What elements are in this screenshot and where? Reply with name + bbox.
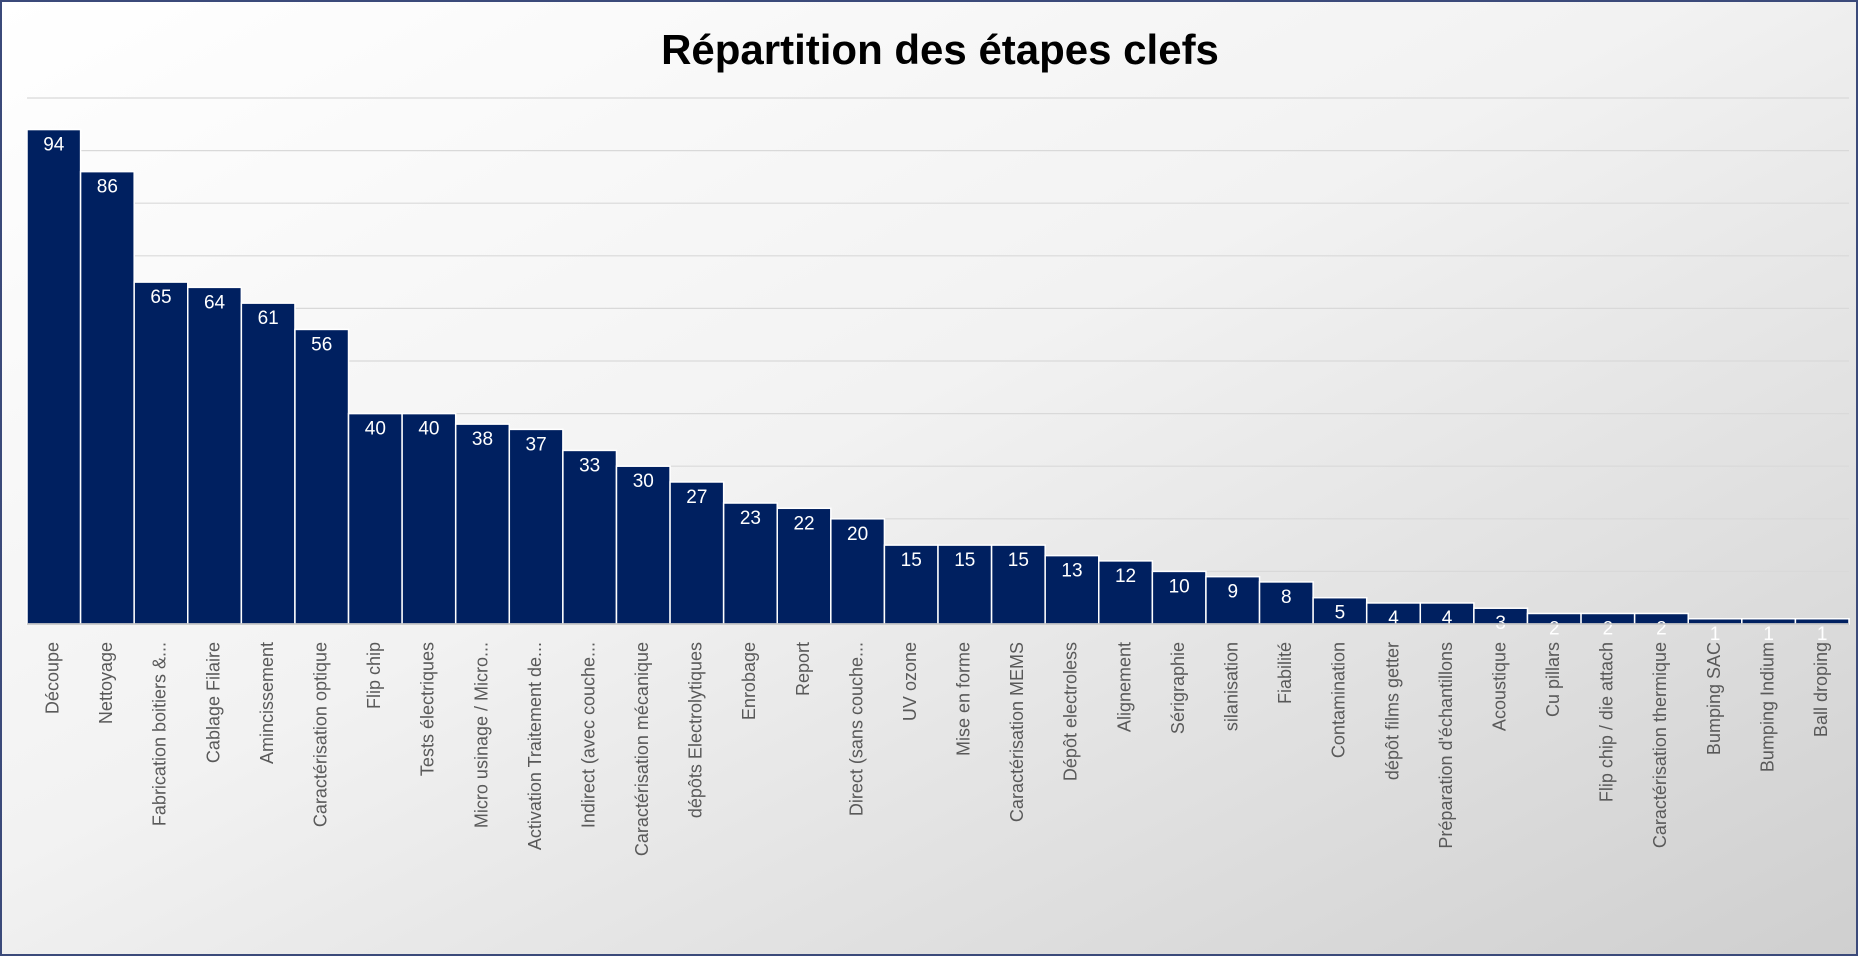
x-tick-label: Fiabilité	[1275, 642, 1295, 704]
x-tick-label: Découpe	[43, 642, 63, 714]
x-tick-label: UV ozone	[900, 642, 920, 721]
data-label: 20	[847, 524, 868, 545]
x-tick-label: Caractérisation mécanique	[632, 642, 652, 856]
bar	[883, 544, 939, 625]
x-tick-label: Micro usinage / Micro...	[471, 642, 491, 828]
x-tick-label: Flip chip	[364, 642, 384, 709]
x-tick-label: Activation Traitement de...	[525, 642, 545, 850]
x-tick-label: Caractérisation MEMS	[1007, 642, 1027, 822]
x-tick-label: Préparation d'échantillons	[1436, 642, 1456, 849]
data-label: 86	[97, 177, 118, 198]
data-label: 23	[740, 508, 761, 529]
x-tick-label: silanisation	[1221, 642, 1241, 731]
data-label: 94	[43, 135, 65, 156]
data-label: 30	[633, 471, 654, 492]
bar	[1312, 596, 1368, 625]
x-tick-label: Acoustique	[1489, 642, 1509, 731]
data-label: 9	[1227, 582, 1238, 603]
data-label: 27	[686, 487, 707, 508]
data-label: 8	[1281, 587, 1292, 608]
data-label: 10	[1169, 576, 1190, 597]
data-label: 22	[793, 513, 814, 534]
data-label: 33	[579, 455, 600, 476]
data-label: 15	[954, 550, 975, 571]
data-label: 4	[1388, 608, 1399, 629]
bar	[615, 465, 671, 625]
data-label: 37	[526, 434, 547, 455]
x-tick-label: Direct (sans couche...	[846, 642, 866, 816]
x-tick-label: Flip chip / die attach	[1597, 642, 1617, 802]
bar	[562, 449, 618, 625]
data-label: 2	[1603, 618, 1614, 639]
x-tick-label: Amincissement	[257, 642, 277, 764]
data-label: 12	[1115, 566, 1136, 587]
bar	[454, 423, 511, 625]
bar	[830, 518, 886, 625]
x-tick-label: Cablage Filaire	[203, 642, 223, 763]
data-label: 64	[204, 292, 226, 313]
data-label: 1	[1763, 624, 1774, 645]
data-label: 1	[1710, 624, 1721, 645]
x-tick-label: Alignement	[1114, 642, 1134, 732]
x-tick-label: Tests électriques	[418, 642, 438, 776]
x-tick-label: Report	[793, 642, 813, 696]
data-label: 56	[311, 334, 332, 355]
x-tick-label: Sérigraphie	[1168, 642, 1188, 734]
bar	[79, 170, 135, 625]
data-label: 15	[901, 550, 922, 571]
data-label: 40	[365, 419, 386, 440]
data-label: 40	[418, 419, 439, 440]
x-tick-label: dépôt films getter	[1382, 642, 1402, 780]
data-label: 1	[1817, 624, 1828, 645]
x-tick-label: Bumping SAC	[1704, 642, 1724, 755]
bar	[776, 507, 832, 625]
bar	[722, 502, 778, 625]
bar	[187, 286, 243, 625]
bar	[133, 281, 189, 625]
data-label: 4	[1442, 608, 1453, 629]
x-tick-label: Caractérisation thermique	[1650, 642, 1670, 848]
x-tick-label: Dépôt electroless	[1061, 642, 1081, 781]
bar	[347, 412, 403, 625]
data-label: 61	[258, 308, 279, 329]
x-tick-label: Caractérisation optique	[310, 642, 330, 827]
bar	[508, 428, 564, 625]
data-label: 5	[1335, 603, 1346, 624]
bar	[1258, 581, 1314, 625]
x-tick-label: Contamination	[1329, 642, 1349, 758]
x-tick-label: Bumping Indium	[1757, 642, 1777, 772]
data-label: 13	[1061, 561, 1082, 582]
x-tick-label: Ball droping	[1811, 642, 1831, 737]
data-label: 38	[472, 429, 493, 450]
bar	[240, 302, 296, 625]
data-label: 65	[150, 287, 171, 308]
x-tick-label: Indirect (avec couche...	[578, 642, 598, 828]
x-tick-label: Mise en forme	[954, 642, 974, 756]
bar	[26, 128, 82, 625]
bar	[1151, 570, 1207, 625]
bar	[990, 544, 1046, 625]
x-tick-label: Enrobage	[739, 642, 759, 720]
bar	[294, 328, 350, 625]
data-label: 2	[1549, 618, 1560, 639]
bar	[401, 412, 457, 625]
x-tick-label: Cu pillars	[1543, 642, 1563, 717]
x-tick-label: Nettoyage	[96, 642, 116, 724]
x-tick-label: dépôts Electrolytiques	[686, 642, 706, 818]
data-label: 15	[1008, 550, 1029, 571]
x-tick-label: Fabrication boitiers &...	[150, 642, 170, 826]
data-label: 2	[1656, 618, 1667, 639]
chart-title: Répartition des étapes clefs	[661, 26, 1219, 73]
bar	[1205, 575, 1261, 625]
bar	[1098, 560, 1154, 625]
